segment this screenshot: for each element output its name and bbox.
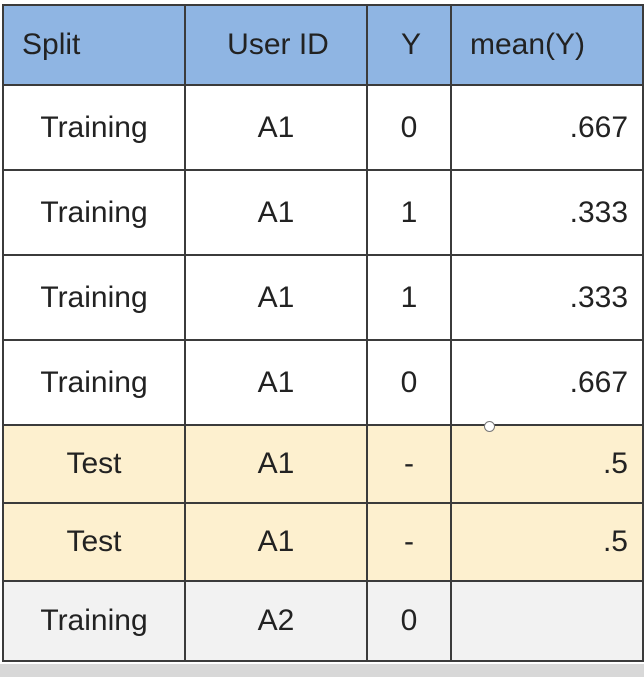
- cell-y: -: [366, 424, 452, 504]
- cell-user-id: A1: [184, 339, 368, 426]
- table-row: Training A2 0: [2, 580, 644, 662]
- header-mean-y: mean(Y): [450, 4, 644, 86]
- cell-user-id: A2: [184, 580, 368, 662]
- bottom-edge: [0, 664, 644, 677]
- cell-user-id: A1: [184, 84, 368, 171]
- header-y: Y: [366, 4, 452, 86]
- cell-mean-y: .5: [450, 502, 644, 582]
- cell-mean-y: .667: [450, 84, 644, 171]
- table-header-row: Split User ID Y mean(Y): [2, 4, 644, 86]
- table-row-test: Test A1 - .5: [2, 502, 644, 582]
- cell-split: Training: [2, 254, 186, 341]
- cell-user-id: A1: [184, 424, 368, 504]
- table-row-test: Test A1 - .5: [2, 424, 644, 504]
- cell-mean-y: .333: [450, 254, 644, 341]
- cell-y: -: [366, 502, 452, 582]
- cell-y: 1: [366, 254, 452, 341]
- cell-mean-y: [450, 580, 644, 662]
- cell-y: 1: [366, 169, 452, 256]
- table-row: Training A1 1 .333: [2, 169, 644, 256]
- cell-y: 0: [366, 84, 452, 171]
- cell-mean-y: .5: [450, 424, 644, 504]
- cell-split: Training: [2, 339, 186, 426]
- cell-user-id: A1: [184, 254, 368, 341]
- cell-mean-y: .333: [450, 169, 644, 256]
- header-user-id: User ID: [184, 4, 368, 86]
- table-row: Training A1 0 .667: [2, 84, 644, 171]
- mouse-cursor-icon: [484, 421, 495, 432]
- cell-split: Training: [2, 169, 186, 256]
- cell-split: Training: [2, 84, 186, 171]
- cell-user-id: A1: [184, 502, 368, 582]
- cell-split: Test: [2, 502, 186, 582]
- data-table: Split User ID Y mean(Y) Training A1 0 .6…: [2, 4, 644, 662]
- table-row: Training A1 1 .333: [2, 254, 644, 341]
- cell-user-id: A1: [184, 169, 368, 256]
- cell-y: 0: [366, 580, 452, 662]
- cell-mean-y: .667: [450, 339, 644, 426]
- table-row: Training A1 0 .667: [2, 339, 644, 426]
- header-split: Split: [2, 4, 186, 86]
- cell-split: Training: [2, 580, 186, 662]
- cell-y: 0: [366, 339, 452, 426]
- cell-split: Test: [2, 424, 186, 504]
